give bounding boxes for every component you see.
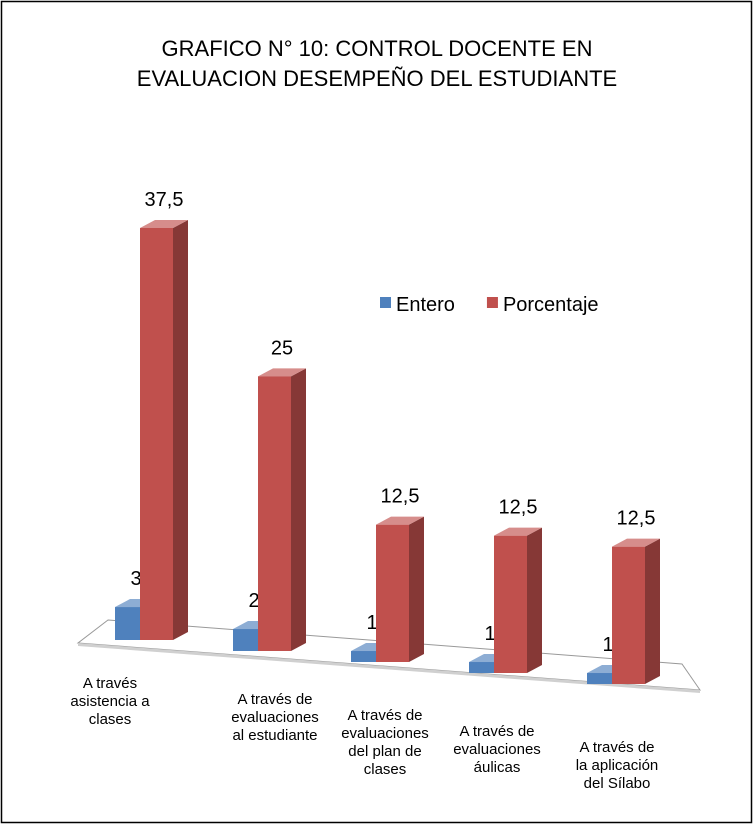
legend-swatch: [380, 297, 391, 308]
bar-front: [115, 607, 142, 640]
bar: [258, 368, 306, 651]
bar: [140, 220, 188, 640]
bar-front: [612, 546, 645, 684]
data-label: 1: [484, 623, 495, 645]
bar-front: [258, 376, 291, 651]
bar-front: [233, 629, 260, 651]
x-tick-label: A través asistencia a clases: [70, 675, 150, 728]
bar: [376, 516, 424, 662]
bar-top: [612, 538, 660, 547]
data-label: 1: [366, 612, 377, 634]
floor-edge: [78, 643, 700, 693]
legend-swatch: [486, 297, 498, 308]
bar-top: [376, 516, 424, 525]
chart-title: GRAFICO N° 10: CONTROL DOCENTE EN EVALUAC…: [137, 36, 617, 91]
bar-side: [173, 220, 188, 640]
bar: [494, 527, 542, 673]
bar-side: [409, 516, 424, 662]
bar-front: [587, 673, 614, 684]
bar-front: [376, 524, 409, 662]
bar-top: [494, 527, 542, 536]
bar-top: [140, 220, 188, 228]
data-label: 12,5: [381, 486, 420, 508]
data-label: 12,5: [499, 497, 538, 519]
bar: [612, 538, 660, 684]
x-tick-label: A través de evaluaciones áulicas: [453, 723, 541, 776]
legend-label: Porcentaje: [503, 294, 599, 316]
data-label: 3: [130, 568, 141, 590]
bar-side: [645, 538, 660, 684]
bar-top: [258, 368, 306, 377]
data-label: 1: [602, 634, 613, 656]
x-tick-label: A través de la aplicación del Sílabo: [576, 739, 659, 792]
data-label: 37,5: [145, 189, 184, 211]
bar-front: [469, 662, 496, 673]
x-tick-label: A través de evaluaciones al estudiante: [231, 691, 319, 744]
data-label: 25: [271, 337, 293, 359]
bar-front: [351, 651, 378, 662]
bar-side: [527, 527, 542, 673]
legend-label: Entero: [396, 294, 455, 316]
data-label: 12,5: [617, 508, 656, 530]
bar-side: [291, 368, 306, 651]
x-tick-label: A través de evaluaciones del plan de clases: [341, 707, 429, 778]
bar-front: [140, 228, 173, 640]
bar-front: [494, 535, 527, 673]
data-label: 2: [248, 590, 259, 612]
